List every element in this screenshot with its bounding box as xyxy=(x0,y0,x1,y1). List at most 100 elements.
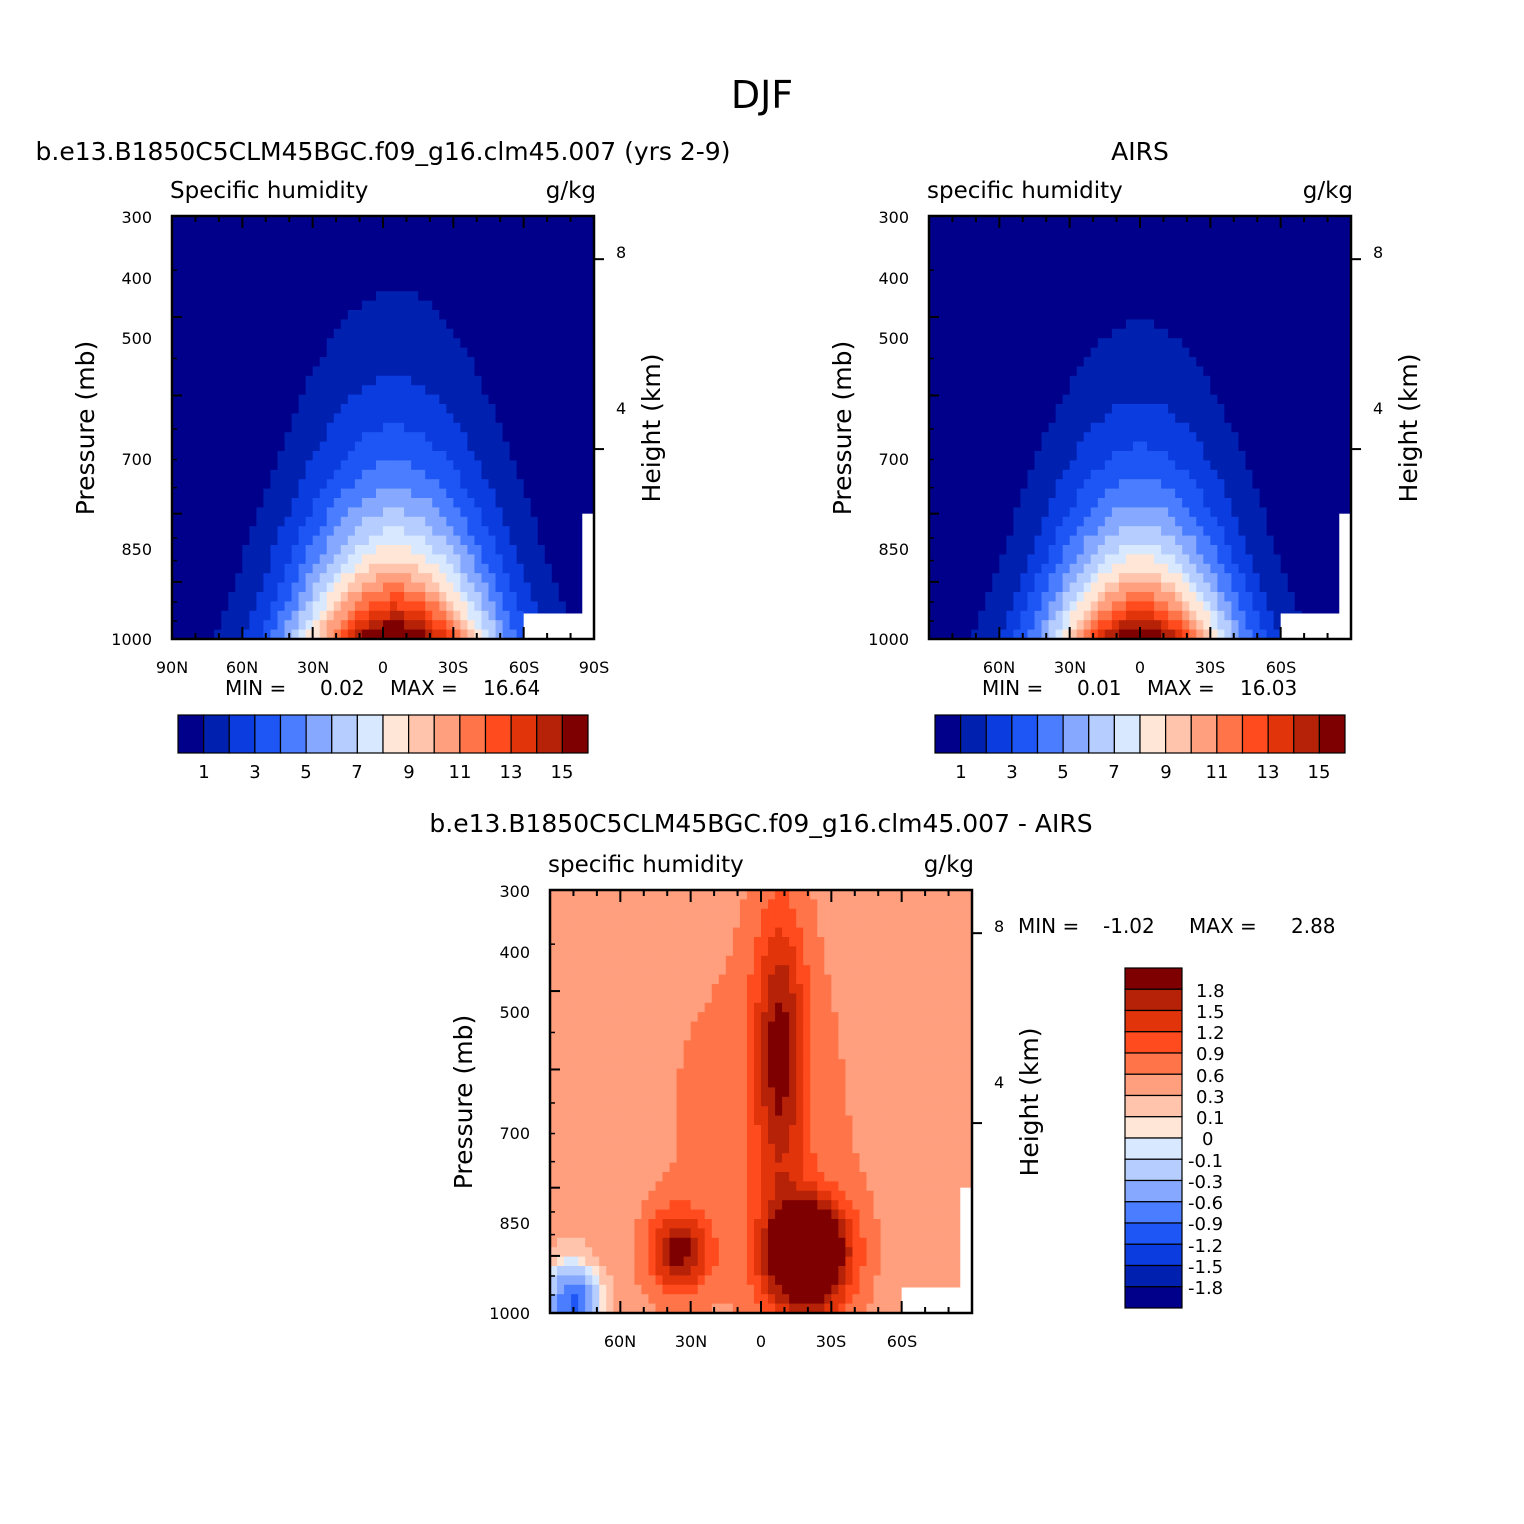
field-cell xyxy=(1083,516,1092,527)
field-cell xyxy=(390,460,398,471)
field-cell xyxy=(221,516,229,527)
field-cell xyxy=(1301,451,1310,461)
field-cell xyxy=(1132,404,1141,414)
field-cell xyxy=(347,347,356,358)
field-cell xyxy=(565,488,574,499)
field-cell xyxy=(1280,413,1289,424)
field-cell xyxy=(1175,338,1183,349)
field-cell xyxy=(1217,375,1225,386)
field-cell xyxy=(446,281,454,292)
field-cell xyxy=(1055,310,1064,320)
field-cell xyxy=(523,582,532,593)
field-cell xyxy=(1287,498,1296,508)
field-cell xyxy=(186,291,194,302)
field-cell xyxy=(957,479,965,490)
field-cell xyxy=(1245,234,1254,245)
field-cell xyxy=(1245,507,1254,518)
field-cell xyxy=(383,460,391,471)
field-cell xyxy=(1175,413,1183,424)
field-cell xyxy=(347,263,356,273)
field-cell xyxy=(354,592,363,602)
field-cell xyxy=(326,545,335,555)
field-cell xyxy=(390,516,398,527)
field-cell xyxy=(354,413,363,424)
field-cell xyxy=(460,554,468,565)
field-cell xyxy=(1132,263,1141,273)
field-cell xyxy=(943,526,951,537)
field-cell xyxy=(1294,479,1303,490)
field-cell xyxy=(228,592,236,602)
field-cell xyxy=(305,507,314,518)
field-cell xyxy=(333,441,342,452)
field-cell xyxy=(383,563,391,574)
field-cell xyxy=(1308,225,1317,236)
field-cell xyxy=(375,225,384,236)
field-cell xyxy=(964,460,972,471)
field-cell xyxy=(277,357,286,367)
field-cell xyxy=(1217,291,1225,302)
field-cell xyxy=(1090,263,1099,273)
field-cell xyxy=(978,498,986,508)
field-cell xyxy=(1231,357,1240,367)
field-cell xyxy=(361,469,370,480)
field-cell xyxy=(319,563,328,574)
field-cell xyxy=(1090,300,1099,311)
field-cell xyxy=(509,554,518,565)
field-cell xyxy=(1069,451,1078,461)
field-cell xyxy=(936,357,944,367)
field-cell xyxy=(1252,498,1261,508)
field-cell xyxy=(1196,319,1204,330)
field-cell xyxy=(361,347,370,358)
field-cell xyxy=(361,404,370,414)
field-cell xyxy=(1161,422,1169,433)
field-cell xyxy=(978,319,986,330)
field-cell xyxy=(390,554,398,565)
field-cell xyxy=(1154,422,1162,433)
field-cell xyxy=(474,432,483,443)
field-cell xyxy=(1020,460,1029,471)
field-cell xyxy=(964,469,972,480)
field-cell xyxy=(1301,272,1310,283)
field-cell xyxy=(270,413,279,424)
field-cell xyxy=(1322,300,1331,311)
field-cell xyxy=(1182,338,1190,349)
field-cell xyxy=(936,216,944,226)
field-cell xyxy=(418,610,426,621)
field-cell xyxy=(340,601,349,612)
field-cell xyxy=(1294,460,1303,471)
field-cell xyxy=(340,422,349,433)
field-cell xyxy=(523,244,532,255)
field-cell xyxy=(263,582,272,593)
field-cell xyxy=(1069,328,1078,339)
field-cell xyxy=(228,441,236,452)
field-cell xyxy=(1329,319,1338,330)
field-cell xyxy=(992,253,1000,264)
field-cell xyxy=(1343,300,1351,311)
field-cell xyxy=(1182,413,1190,424)
field-cell xyxy=(228,432,236,443)
field-cell xyxy=(1189,545,1197,555)
field-cell xyxy=(1168,244,1176,255)
field-cell xyxy=(1161,216,1169,226)
field-cell xyxy=(474,479,483,490)
field-cell xyxy=(1006,535,1014,546)
field-cell xyxy=(179,516,187,527)
field-cell xyxy=(1343,328,1351,339)
field-cell xyxy=(1280,253,1289,264)
field-cell xyxy=(929,244,937,255)
field-cell xyxy=(284,432,293,443)
field-cell xyxy=(1231,385,1240,396)
field-cell xyxy=(950,385,958,396)
field-cell xyxy=(1048,328,1057,339)
field-cell xyxy=(418,347,426,358)
field-cell xyxy=(383,432,391,443)
field-cell xyxy=(992,225,1000,236)
field-cell xyxy=(1203,451,1211,461)
field-cell xyxy=(326,310,335,320)
field-cell xyxy=(1055,432,1064,443)
field-cell xyxy=(432,451,440,461)
field-cell xyxy=(950,488,958,499)
field-cell xyxy=(326,291,335,302)
field-cell xyxy=(1203,375,1211,386)
field-cell xyxy=(354,300,363,311)
